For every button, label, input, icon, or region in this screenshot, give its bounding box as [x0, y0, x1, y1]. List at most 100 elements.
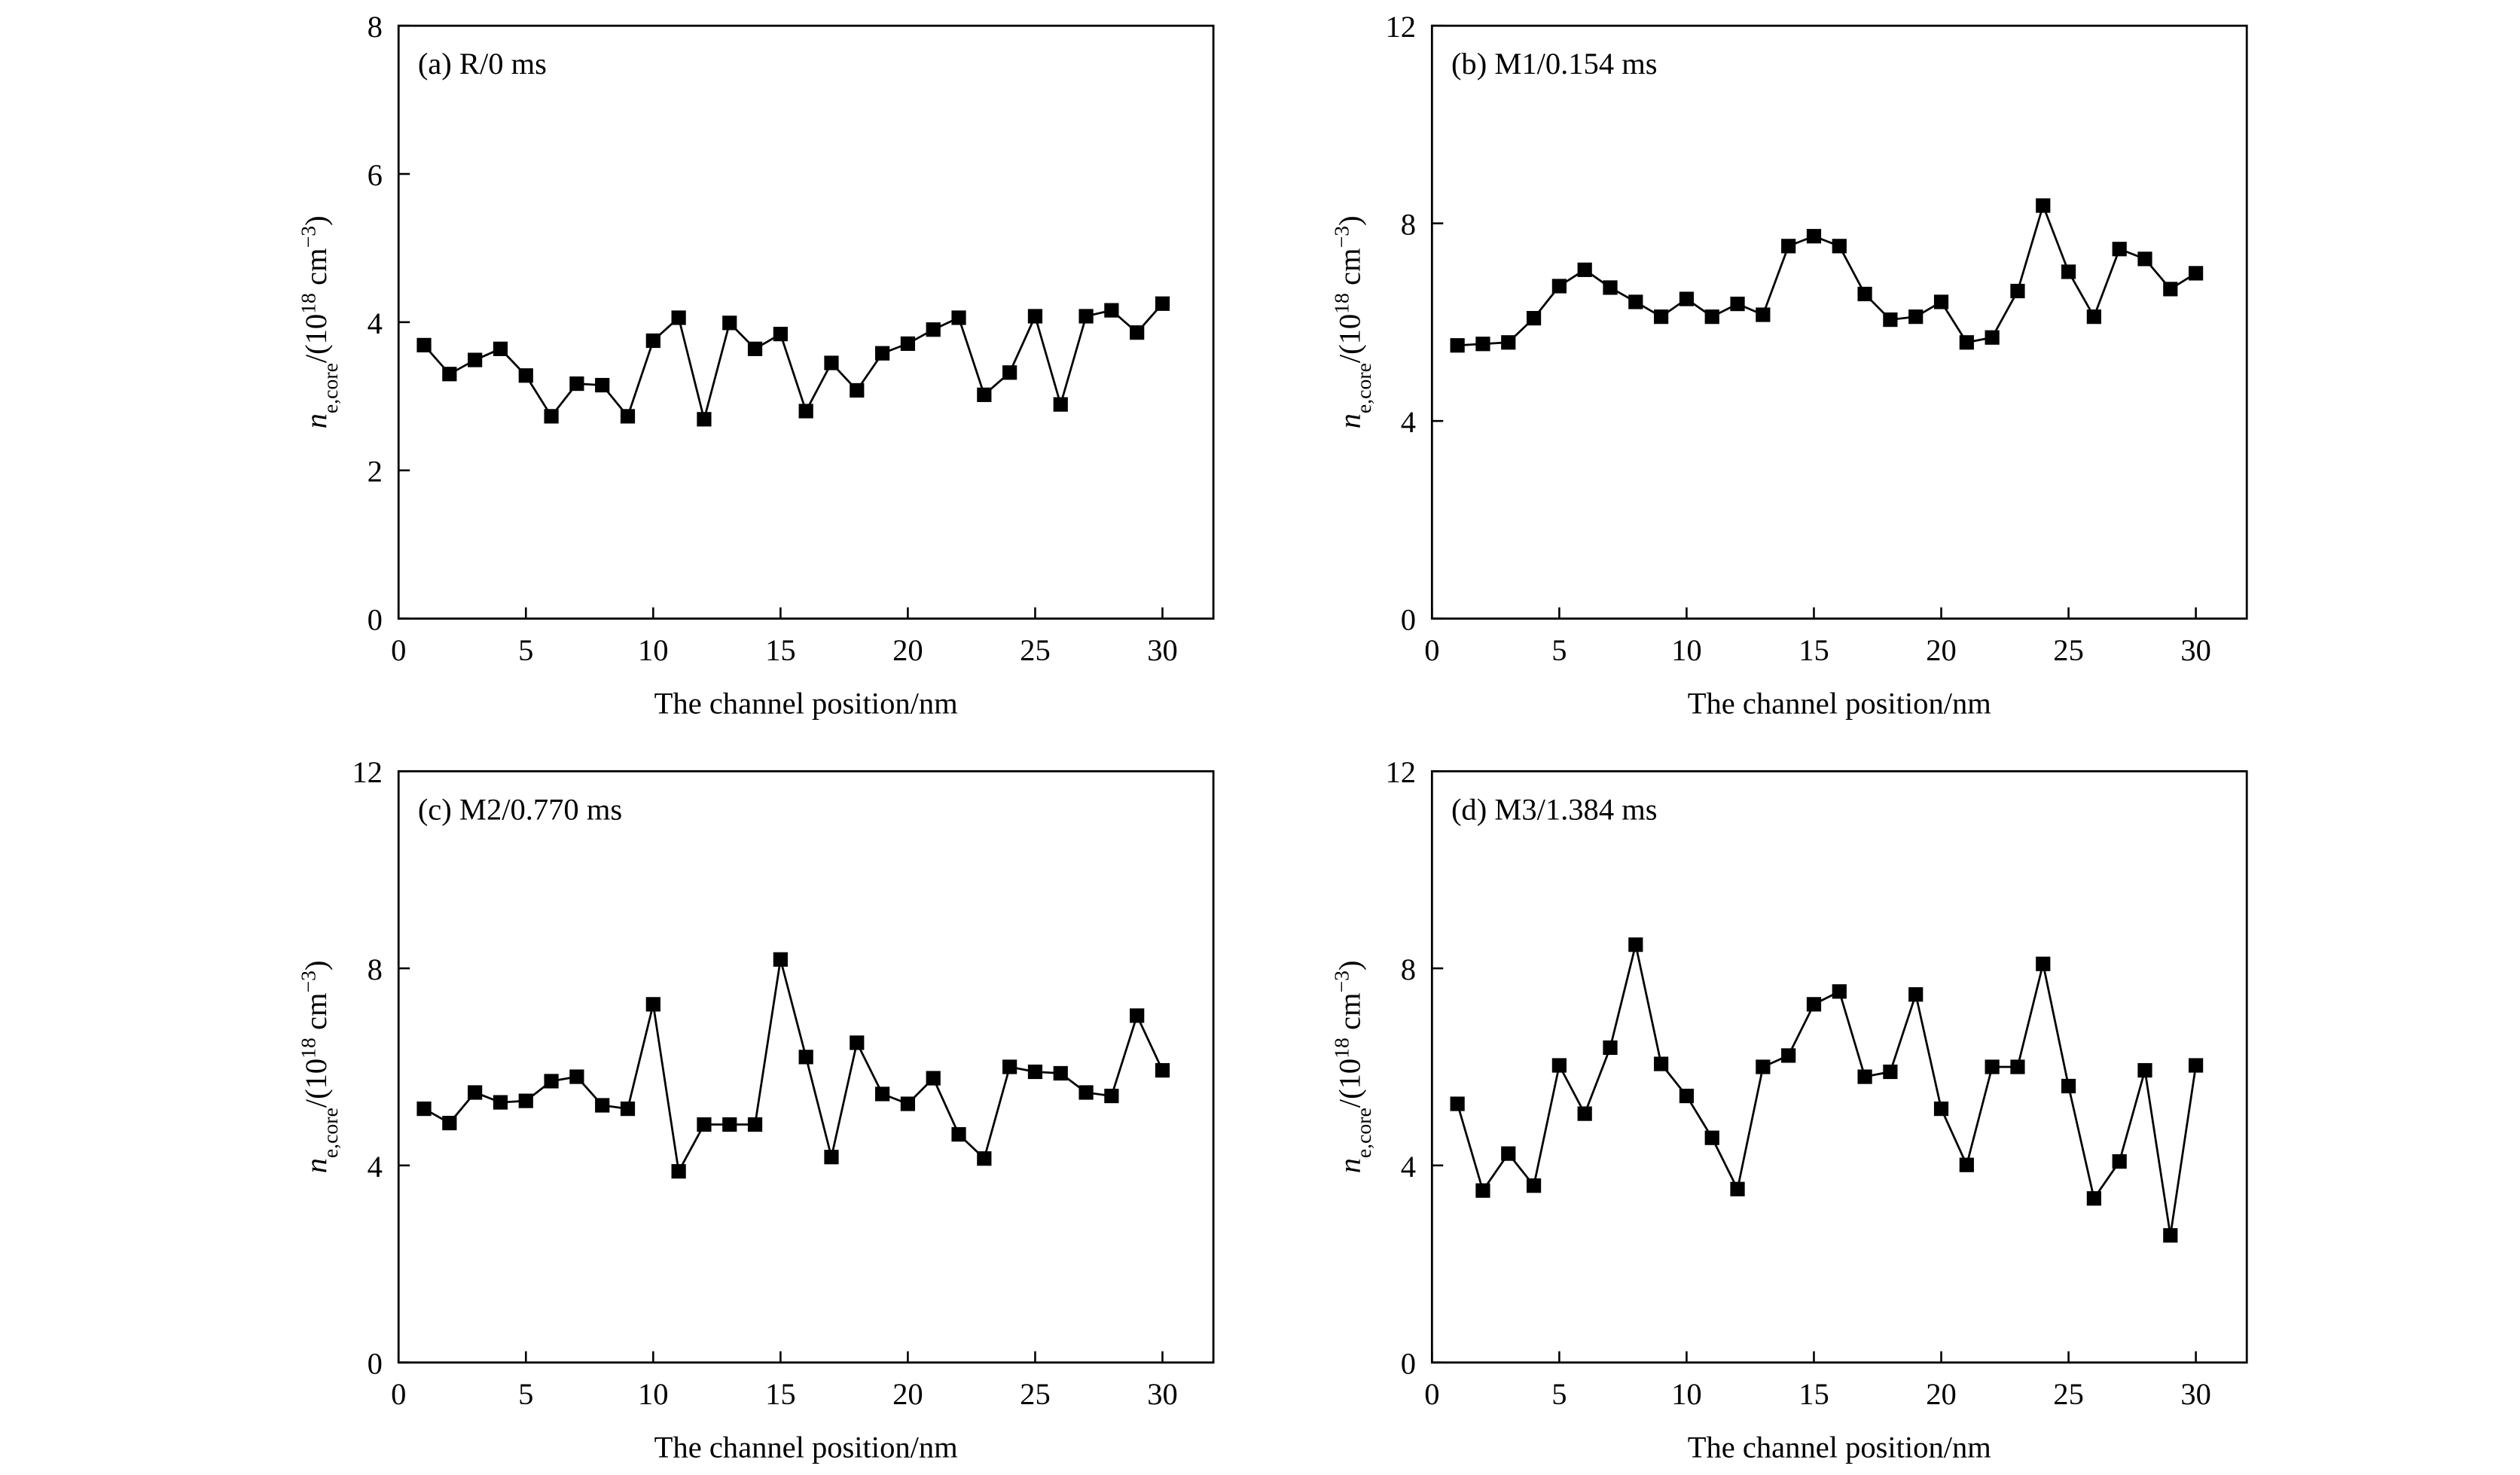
- y-axis-label-part: n: [1332, 1158, 1366, 1173]
- x-tick-label: 0: [1424, 1377, 1439, 1411]
- y-axis-label-part: e,core: [1353, 363, 1376, 413]
- data-point: [1959, 335, 1974, 350]
- data-point: [645, 333, 661, 349]
- data-point: [2163, 1228, 2178, 1243]
- panel: 0 5 10 15 20 25 30 0 2 4 6 8 (a) R/0 ms The channel p…: [297, 10, 1215, 720]
- y-axis-label-part: 18: [297, 293, 320, 314]
- data-point: [1883, 312, 1898, 328]
- data-point: [468, 1085, 483, 1100]
- data-point: [645, 997, 661, 1012]
- data-point: [2086, 1191, 2101, 1206]
- y-axis-label-part: −3: [297, 971, 320, 993]
- y-axis-label-part: 18: [297, 1038, 320, 1059]
- data-point: [1883, 1064, 1898, 1080]
- data-point: [620, 1101, 636, 1117]
- data-point: [1628, 294, 1643, 309]
- data-point: [697, 1117, 712, 1132]
- y-axis-label-part: 18: [1330, 1038, 1353, 1059]
- x-tick-label: 15: [765, 1377, 796, 1411]
- y-axis-label-part: e,core: [1353, 1108, 1376, 1158]
- data-point: [977, 387, 992, 402]
- data-point: [1933, 1101, 1949, 1117]
- x-tick-label: 20: [892, 633, 923, 667]
- panel-title: (c) M2/0.770 ms: [418, 792, 622, 826]
- x-tick-label: 25: [1020, 633, 1051, 667]
- y-axis-label-part: ): [1332, 215, 1366, 226]
- data-point: [798, 1050, 813, 1065]
- y-tick-label: 4: [1401, 1150, 1416, 1184]
- data-point: [1078, 309, 1094, 324]
- data-point: [1130, 1008, 1145, 1023]
- data-point: [1053, 1065, 1068, 1081]
- data-point: [671, 1164, 686, 1179]
- data-point: [620, 409, 636, 424]
- y-tick-label: 8: [1401, 952, 1416, 986]
- data-point: [951, 310, 966, 325]
- x-tick-label: 15: [1798, 1377, 1829, 1411]
- y-tick-label: 12: [352, 755, 383, 789]
- data-point: [442, 367, 457, 382]
- data-point: [595, 377, 610, 393]
- data-point: [1501, 1146, 1516, 1161]
- data-point: [1577, 262, 1592, 277]
- data-point: [569, 1069, 584, 1084]
- data-point: [2036, 198, 2051, 213]
- y-axis-label-part: n: [1332, 413, 1366, 428]
- data-point: [798, 404, 813, 419]
- x-tick-label: 30: [1147, 1377, 1178, 1411]
- data-point: [518, 368, 533, 383]
- panel-title: (d) M3/1.384 ms: [1451, 792, 1658, 826]
- data-point: [1027, 1064, 1043, 1080]
- data-point: [416, 1101, 432, 1117]
- data-point: [1104, 303, 1119, 318]
- x-tick-label: 25: [2053, 633, 2084, 667]
- data-point: [1603, 1040, 1618, 1056]
- x-axis-label: The channel position/nm: [654, 1431, 958, 1464]
- data-point: [1603, 280, 1618, 295]
- data-point: [926, 1071, 941, 1086]
- y-tick-label: 2: [368, 455, 383, 489]
- y-axis-label-part: /(10: [299, 1059, 333, 1108]
- x-tick-label: 15: [765, 633, 796, 667]
- x-tick-label: 5: [1551, 1377, 1567, 1411]
- y-tick-label: 12: [1385, 755, 1416, 789]
- data-point: [671, 310, 686, 325]
- y-axis-label-part: cm: [1332, 993, 1366, 1038]
- y-axis-label-part: n: [299, 1158, 333, 1173]
- data-point: [1577, 1106, 1592, 1121]
- y-axis-label-part: ): [299, 215, 333, 226]
- data-point: [1857, 286, 1872, 302]
- data-point: [1155, 1062, 1170, 1078]
- x-tick-label: 20: [1926, 633, 1957, 667]
- y-axis-label: ne,core/(1018 cm−3): [297, 215, 343, 428]
- data-point: [824, 355, 839, 370]
- x-tick-label: 5: [1551, 633, 1567, 667]
- data-point: [1857, 1069, 1872, 1084]
- data-point: [977, 1151, 992, 1166]
- y-tick-label: 12: [1385, 10, 1416, 44]
- x-axis-label: The channel position/nm: [1688, 1431, 1991, 1464]
- data-point: [1679, 291, 1695, 306]
- data-point: [874, 1086, 890, 1102]
- data-point: [442, 1115, 457, 1131]
- data-point: [2189, 266, 2204, 281]
- data-point: [926, 322, 941, 337]
- data-line: [423, 303, 1164, 420]
- x-tick-label: 5: [518, 1377, 533, 1411]
- y-axis-label-part: 18: [1330, 293, 1353, 314]
- panel-title: (a) R/0 ms: [418, 47, 547, 81]
- panel: 0 5 10 15 20 25 30 0 4 8 12 (d) M3/1.384 ms The chan…: [1330, 755, 2248, 1464]
- data-line: [1456, 944, 2197, 1236]
- panel: 0 5 10 15 20 25 30 0 4 8 12 (b) M1/0.154 ms The chan…: [1330, 10, 2248, 720]
- data-line: [1457, 202, 2197, 347]
- data-point: [493, 1095, 508, 1110]
- data-point: [544, 1074, 559, 1089]
- y-axis-label-part: cm: [1332, 248, 1366, 293]
- data-point: [1756, 1059, 1771, 1074]
- data-point: [773, 952, 788, 967]
- y-axis-label-part: e,core: [319, 1108, 343, 1158]
- data-point: [1704, 309, 1719, 325]
- y-tick-label: 4: [368, 306, 383, 340]
- data-point: [2010, 283, 2025, 299]
